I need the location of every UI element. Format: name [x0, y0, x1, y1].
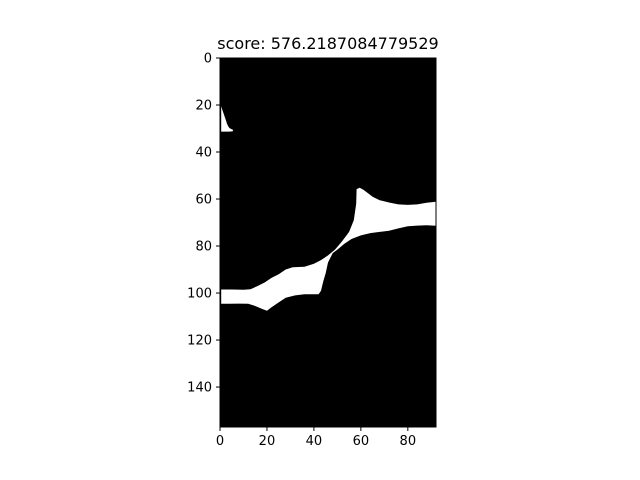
x-tick-label: 0 — [216, 434, 224, 449]
y-tick-label: 0 — [204, 52, 212, 67]
mask-main-diagonal-band — [221, 187, 436, 311]
y-tick-label: 100 — [187, 287, 212, 302]
plot-frame — [219, 57, 437, 428]
mask-layer — [221, 106, 436, 311]
y-tick-label: 140 — [187, 381, 212, 396]
x-tick-label: 40 — [306, 434, 323, 449]
y-tick-label: 40 — [195, 146, 212, 161]
y-tick-label: 20 — [195, 99, 212, 114]
mask-small-top-left-blob — [221, 106, 233, 132]
y-tick-label: 80 — [195, 240, 212, 255]
y-tick-label: 120 — [187, 334, 212, 349]
x-tick-label: 60 — [353, 434, 370, 449]
plot-area — [220, 58, 436, 427]
chart-title: score: 576.2187084779529 — [217, 34, 438, 53]
x-axis: 0 20 40 60 80 — [216, 427, 416, 449]
y-axis: 0 20 40 60 80 100 120 140 — [187, 52, 220, 396]
x-tick-label: 80 — [400, 434, 417, 449]
y-tick-label: 60 — [195, 193, 212, 208]
x-tick-label: 20 — [259, 434, 276, 449]
